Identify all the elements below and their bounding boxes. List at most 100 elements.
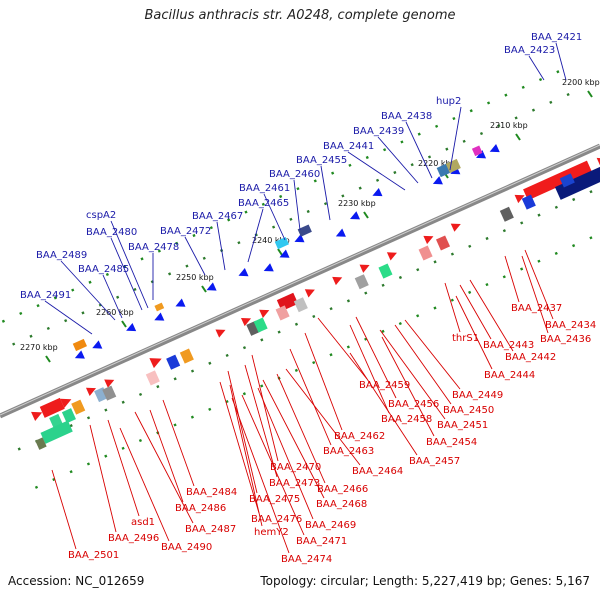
reverse-gene-arrow — [92, 340, 103, 349]
gene-label-bottom: BAA_2436 — [540, 334, 591, 345]
secondary-gene-block — [499, 206, 514, 222]
gene-label-bottom: BAA_2496 — [108, 533, 159, 544]
dot — [64, 319, 68, 323]
dot — [434, 124, 439, 128]
gene-block-green — [40, 420, 73, 444]
dot — [69, 470, 73, 474]
dot — [12, 342, 16, 346]
dot — [175, 241, 179, 245]
gene-label-bottom: BAA_2475 — [249, 494, 300, 505]
reverse-gene-arrow — [154, 312, 165, 321]
dot — [46, 326, 50, 331]
top-label-leader — [320, 165, 331, 221]
dot — [53, 296, 57, 300]
forward-gene-arrow — [85, 387, 97, 396]
gene-label-top: BAA_2489 — [36, 250, 87, 261]
dot — [331, 171, 335, 175]
dot — [417, 132, 421, 136]
dot — [294, 368, 298, 372]
gene-label-bottom: thrS1 — [452, 333, 479, 344]
dot — [260, 338, 264, 342]
forward-gene-block — [523, 160, 592, 201]
dot — [468, 244, 472, 248]
top-label-leader — [377, 136, 419, 184]
dot — [497, 124, 501, 128]
dot — [554, 251, 558, 255]
gene-label-top: BAA_2478 — [128, 242, 179, 253]
dot — [572, 244, 576, 248]
dot — [138, 438, 143, 443]
gene-label-top: BAA_2423 — [504, 45, 555, 56]
gene-label-bottom: BAA_2443 — [483, 340, 534, 351]
secondary-gene-block — [354, 274, 369, 290]
bottom-label-leader — [469, 279, 514, 352]
gene-label-top: BAA_2438 — [381, 111, 432, 122]
dot — [381, 283, 385, 287]
tick-label-5: 2250 kbp — [176, 273, 214, 282]
gene-label-top: BAA_2485 — [78, 264, 129, 275]
reverse-gene-arrow — [238, 267, 249, 277]
bottom-label-leader — [379, 329, 446, 420]
top-label-leader — [247, 208, 264, 263]
forward-gene-arrow — [423, 235, 434, 245]
map-title: Bacillus anthracis str. A0248, complete … — [144, 8, 456, 23]
reverse-gene-arrow — [372, 187, 383, 197]
bottom-label-leader — [276, 373, 326, 484]
tick-mark — [201, 285, 207, 293]
gene-block-orange — [72, 338, 87, 352]
dot — [531, 108, 536, 112]
dot — [502, 229, 506, 233]
bottom-label-leader — [219, 381, 260, 514]
gene-label-bottom: BAA_2451 — [437, 420, 488, 431]
dot — [121, 400, 125, 404]
dot — [173, 423, 177, 427]
dot — [36, 304, 40, 308]
gene-label-bottom: BAA_2473 — [269, 478, 320, 489]
dot — [17, 447, 21, 451]
dot — [485, 283, 489, 287]
dot — [208, 361, 212, 365]
dot — [168, 272, 172, 276]
dot — [105, 272, 109, 277]
bottom-label-leader — [244, 364, 278, 478]
forward-gene-arrow — [596, 157, 600, 167]
secondary-gene-block — [61, 408, 76, 424]
top-label-leader — [44, 300, 93, 335]
bottom-label-leader — [107, 419, 140, 517]
dot — [156, 385, 160, 389]
dot — [260, 384, 264, 388]
gene-label-bottom: BAA_2474 — [281, 554, 332, 565]
bottom-label-leader — [162, 399, 195, 487]
secondary-gene-block — [71, 399, 86, 415]
dot — [329, 307, 333, 311]
forward-gene-arrow — [31, 411, 43, 422]
dot — [566, 92, 570, 97]
dot — [261, 202, 265, 206]
forward-gene-arrow — [450, 223, 461, 232]
gene-label-bottom: BAA_2454 — [426, 437, 477, 448]
forward-gene-arrow — [240, 317, 252, 327]
forward-gene-arrow — [332, 276, 343, 286]
dot — [138, 392, 143, 397]
gene-label-top: BAA_2491 — [20, 290, 71, 301]
bottom-label-leader — [241, 394, 305, 536]
gene-block-slate — [297, 224, 312, 237]
dot — [520, 267, 524, 271]
top-label-leader — [263, 193, 286, 241]
dot — [537, 213, 541, 217]
inner-dotted-track — [17, 190, 593, 451]
dot — [190, 415, 195, 419]
gene-block-cyan — [274, 236, 289, 250]
bottom-label-leader — [257, 387, 314, 520]
tick-label-3: 2230 kbp — [338, 199, 376, 208]
dot — [427, 155, 432, 159]
secondary-gene-block — [102, 385, 117, 401]
dot — [468, 290, 472, 294]
gene-label-bottom: BAA_2490 — [161, 542, 212, 553]
dot — [433, 260, 437, 264]
dot — [157, 249, 161, 253]
gene-label-top: BAA_2421 — [531, 32, 582, 43]
secondary-gene-block — [275, 305, 290, 321]
bottom-label-leader — [262, 379, 325, 499]
dot — [104, 454, 108, 458]
